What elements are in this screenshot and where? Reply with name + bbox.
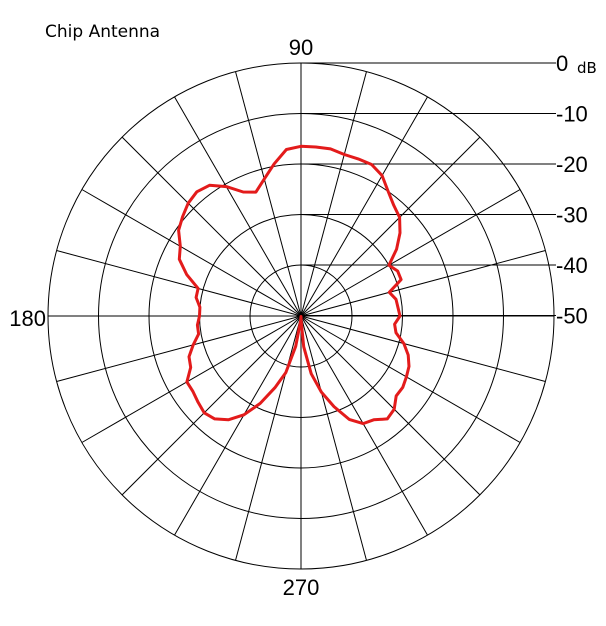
series-layer (177, 144, 411, 426)
grid-ray (300, 71, 367, 316)
grid-ray (300, 96, 428, 316)
angle-labels: 90 180 270 (9, 35, 319, 600)
grid-ray (300, 315, 481, 496)
grid-ray (301, 189, 521, 317)
angle-label: 90 (289, 35, 313, 60)
grid-ray (301, 315, 546, 382)
angle-label: 270 (283, 575, 320, 600)
radial-tick-label: -30 (556, 203, 588, 228)
radial-tick-label: -10 (556, 102, 588, 127)
grid-ray (235, 316, 302, 561)
grid-ray (300, 316, 367, 561)
grid-ray (56, 315, 301, 382)
grid-ray (301, 250, 546, 317)
radial-tick-label: -20 (556, 152, 588, 177)
grid-ray (121, 136, 302, 317)
series-line (177, 144, 411, 426)
grid-ray (301, 315, 521, 443)
grid-ray (81, 189, 301, 317)
radial-tick-label: 0 (556, 51, 568, 76)
grid-rays (48, 63, 554, 569)
grid-ray (56, 250, 301, 317)
radial-tick-labels: 0 -10 -20 -30 -40 -50 (556, 51, 588, 329)
grid-ray (81, 315, 301, 443)
radial-tick-label: -50 (556, 304, 588, 329)
angle-label: 180 (9, 306, 46, 331)
unit-label: dB (577, 59, 597, 77)
grid-ray (174, 316, 302, 536)
grid-ray (235, 71, 302, 316)
radial-tick-leaders (301, 62, 556, 316)
grid-ray (121, 315, 302, 496)
chart-title: Chip Antenna (45, 22, 160, 42)
grid-ray (300, 316, 428, 536)
grid-ray (300, 136, 481, 317)
grid-ray (174, 96, 302, 316)
radial-tick-label: -40 (556, 253, 588, 278)
